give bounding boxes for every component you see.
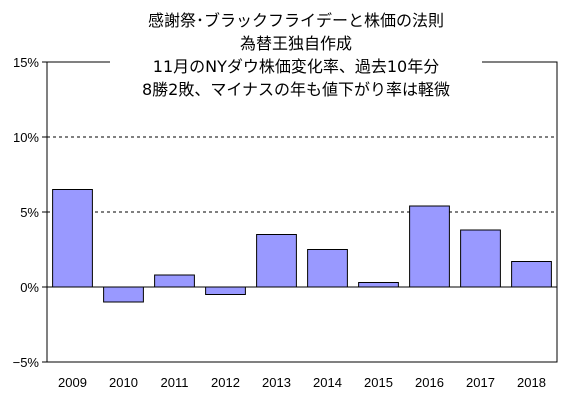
bar-2012: [205, 286, 246, 295]
y-tick-label-4: 15%: [13, 55, 39, 70]
x-tick-label-2015: 2015: [364, 375, 393, 390]
x-tick-label-2011: 2011: [161, 375, 189, 390]
title-line-2: 為替王独自作成: [240, 34, 352, 53]
bar-2011: [154, 274, 195, 288]
bar-2014: [307, 249, 348, 288]
chart-title: 感謝祭･ブラックフライデーと株価の法則 為替王独自作成 11月のNYダウ株価変化…: [110, 8, 482, 104]
y-axis-ticks: −5% 0% 5% 10% 15%: [13, 55, 47, 370]
x-tick-label-2010: 2010: [109, 375, 138, 390]
x-tick-label-2018: 2018: [517, 375, 546, 390]
bar-2018: [511, 261, 552, 288]
y-tick-label-3: 10%: [13, 130, 39, 145]
x-tick-label-2016: 2016: [415, 375, 444, 390]
title-line-3: 11月のNYダウ株価変化率、過去10年分: [153, 57, 439, 76]
grid-lines: [47, 136, 557, 213]
title-line-4: 8勝2敗、マイナスの年も値下がり率は軽微: [142, 80, 450, 99]
bar-2017: [460, 229, 501, 288]
y-tick-label-0: −5%: [13, 355, 40, 370]
x-axis-ticks: 2009 2010 2011 2012 2013 2014 2015 2016 2017 2018: [58, 375, 546, 390]
x-tick-label-2014: 2014: [313, 375, 342, 390]
title-background: [110, 8, 482, 104]
bar-2016: [409, 205, 450, 288]
x-tick-label-2017: 2017: [466, 375, 495, 390]
x-tick-label-2012: 2012: [211, 375, 240, 390]
bars: [52, 189, 552, 303]
bar-2009: [52, 189, 93, 288]
title-line-1: 感謝祭･ブラックフライデーと株価の法則: [148, 11, 444, 30]
y-tick-label-1: 0%: [20, 280, 39, 295]
bar-2013: [256, 234, 297, 288]
bar-2015: [358, 282, 399, 288]
x-tick-label-2013: 2013: [262, 375, 291, 390]
x-tick-label-2009: 2009: [58, 375, 87, 390]
bar-2010: [103, 286, 144, 303]
y-tick-label-2: 5%: [20, 205, 39, 220]
